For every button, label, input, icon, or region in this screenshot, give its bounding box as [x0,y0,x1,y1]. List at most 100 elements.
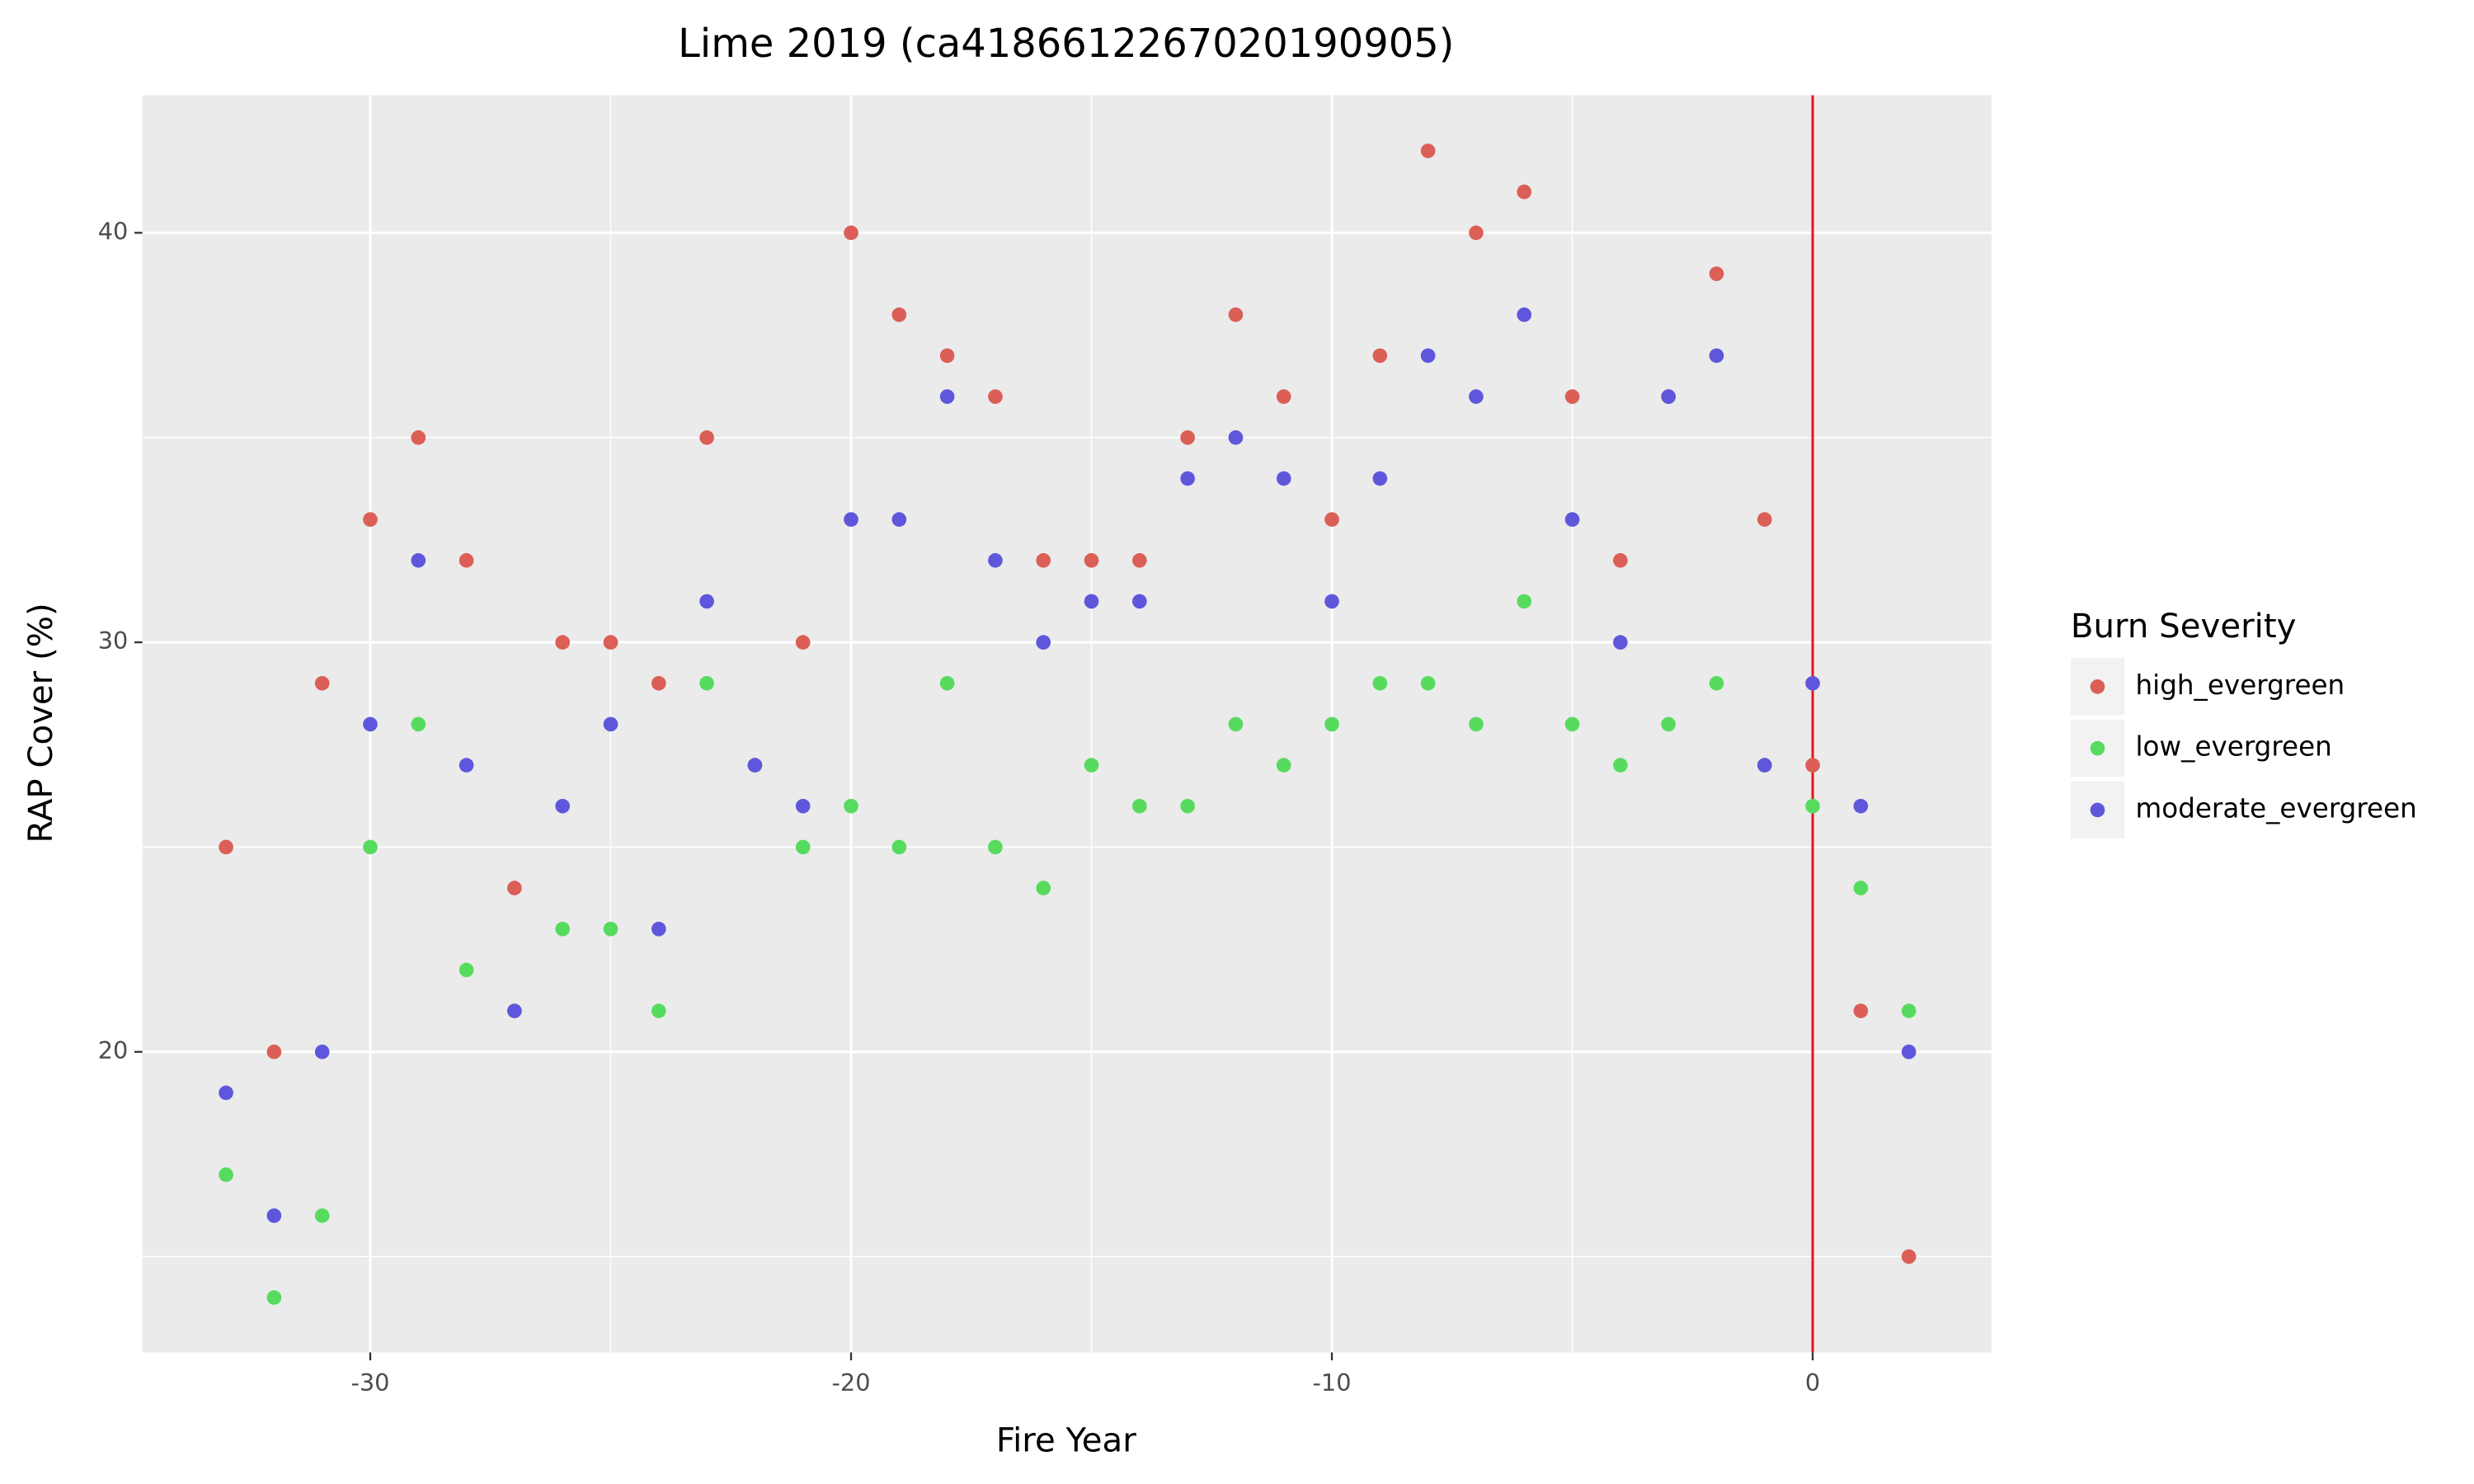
point [1372,348,1388,364]
y-tick-label: 40 [98,217,129,245]
panel [142,95,1992,1353]
point [1228,430,1244,445]
point [1901,1003,1917,1018]
point [603,921,618,937]
point [891,839,907,855]
point [1180,798,1195,814]
point [459,758,474,773]
point [459,552,474,568]
point [1420,348,1436,364]
point [507,1003,522,1018]
point [266,1290,282,1305]
x-tick-label: -10 [1313,1369,1352,1397]
point [1469,716,1484,732]
point [1036,552,1051,568]
legend-label: low_evergreen [2136,731,2332,763]
legend-marker [2090,679,2105,694]
point [1469,389,1484,404]
x-tick-label: 0 [1805,1369,1820,1397]
y-axis-label: RAP Cover (%) [22,603,60,843]
legend-label: high_evergreen [2136,669,2345,701]
point [1276,389,1291,404]
point [1469,225,1484,241]
point [1324,716,1339,732]
point [844,225,858,241]
point [1661,716,1676,732]
point [603,635,618,650]
point [555,798,571,814]
point [651,1003,666,1018]
point [1757,758,1772,773]
point [1853,881,1869,895]
x-tick-label: -30 [350,1369,389,1397]
point [1709,266,1724,281]
point [411,552,426,568]
point [1084,594,1099,609]
point [219,1085,233,1101]
point [363,716,378,732]
point [1084,758,1099,773]
point [1132,798,1147,814]
point [1853,798,1869,814]
point [1228,307,1244,322]
point [1901,1249,1917,1264]
point [891,512,907,527]
legend-marker [2090,802,2105,818]
point [795,635,811,650]
point [1372,471,1388,486]
x-axis-label: Fire Year [996,1422,1136,1460]
point [1564,389,1580,404]
point [651,675,666,691]
point [939,675,955,691]
point [1276,758,1291,773]
point [1805,758,1820,773]
point [651,921,666,937]
point [219,839,233,855]
point [459,962,474,978]
point [1709,348,1724,364]
point [266,1208,282,1223]
chart-title: Lime 2019 (ca4186612267020190905) [678,21,1454,67]
point [363,512,378,527]
point [699,594,714,609]
point [844,512,858,527]
point [314,1044,330,1059]
point [1036,881,1051,895]
point [411,716,426,732]
point [988,839,1003,855]
point [314,675,330,691]
point [555,921,571,937]
point [844,798,858,814]
point [1709,675,1724,691]
point [1324,594,1339,609]
point [939,348,955,364]
point [266,1044,282,1059]
point [1805,675,1820,691]
point [988,552,1003,568]
point [1613,635,1628,650]
point [1564,512,1580,527]
legend-title: Burn Severity [2071,608,2297,646]
point [1517,184,1532,200]
point [1180,430,1195,445]
point [1661,389,1676,404]
point [1420,675,1436,691]
point [219,1167,233,1182]
point [1132,552,1147,568]
point [1276,471,1291,486]
point [1420,143,1436,158]
point [795,798,811,814]
point [1372,675,1388,691]
point [1757,512,1772,527]
point [795,839,811,855]
point [1036,635,1051,650]
y-tick-label: 20 [98,1036,129,1064]
point [699,430,714,445]
point [363,839,378,855]
point [1517,307,1532,322]
point [603,716,618,732]
x-tick-label: -20 [832,1369,871,1397]
y-tick-label: 30 [98,627,129,655]
point [1084,552,1099,568]
point [988,389,1003,404]
